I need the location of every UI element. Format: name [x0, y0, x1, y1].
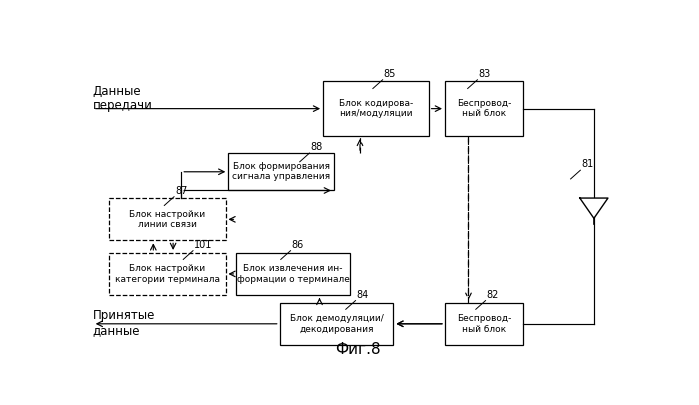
Bar [109, 253, 226, 295]
Text: 101: 101 [194, 240, 212, 250]
Text: 81: 81 [582, 159, 593, 169]
Text: Блок настройки
категории терминала: Блок настройки категории терминала [115, 264, 219, 284]
Text: Блок демодуляции/
декодирования: Блок демодуляции/ декодирования [289, 314, 384, 333]
Text: Беспровод-
ный блок: Беспровод- ный блок [457, 99, 512, 118]
Text: 86: 86 [291, 240, 304, 250]
Text: 88: 88 [310, 142, 323, 152]
Bar [280, 303, 394, 345]
Text: Блок кодирова-
ния/модуляции: Блок кодирова- ния/модуляции [339, 99, 413, 118]
Text: Данные
передачи: Данные передачи [93, 85, 152, 113]
Text: Беспровод-
ный блок: Беспровод- ный блок [457, 314, 512, 333]
Bar [109, 198, 226, 241]
Bar [228, 153, 334, 190]
Bar [323, 81, 428, 136]
Text: Блок формирования
сигнала управления: Блок формирования сигнала управления [232, 162, 330, 181]
Text: Блок настройки
линии связи: Блок настройки линии связи [129, 210, 206, 229]
Text: 85: 85 [384, 69, 396, 79]
Text: Блок извлечения ин-
формации о терминале: Блок извлечения ин- формации о терминале [237, 264, 350, 284]
Bar [236, 253, 350, 295]
Text: 84: 84 [356, 290, 369, 300]
Text: Фиг.8: Фиг.8 [336, 342, 381, 357]
Text: 82: 82 [487, 290, 499, 300]
Bar [445, 81, 524, 136]
Text: Принятые
данные: Принятые данные [93, 309, 155, 337]
Text: 83: 83 [479, 69, 491, 79]
Bar [445, 303, 524, 345]
Text: 87: 87 [175, 186, 187, 196]
Polygon shape [579, 198, 608, 218]
